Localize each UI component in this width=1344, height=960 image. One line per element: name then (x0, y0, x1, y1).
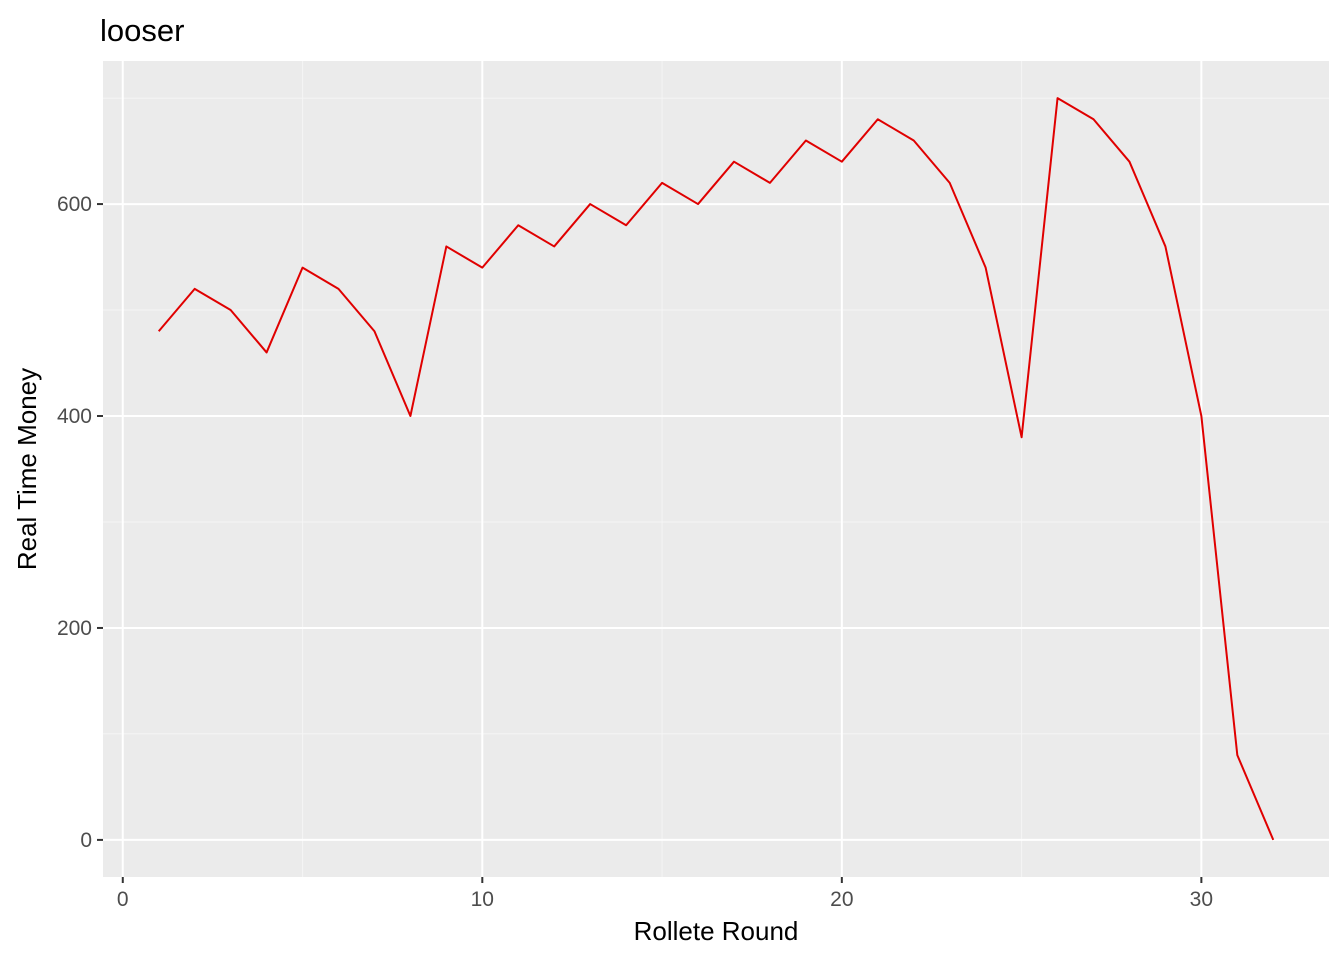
y-tick-label: 400 (57, 405, 92, 428)
x-axis-title: Rollete Round (634, 916, 799, 946)
chart-title: looser (100, 13, 184, 48)
x-tick-label: 10 (471, 888, 494, 911)
x-tick-label: 30 (1190, 888, 1213, 911)
x-tick-label: 0 (117, 888, 129, 911)
y-axis-title: Real Time Money (12, 368, 42, 570)
y-axis: 0 200 400 600 (57, 193, 103, 852)
series-line (157, 97, 1275, 841)
minor-grid (103, 61, 1329, 877)
series-layer (157, 97, 1275, 841)
y-tick-label: 600 (57, 193, 92, 216)
plot-panel (103, 61, 1329, 877)
y-tick-label: 0 (80, 829, 92, 852)
y-tick-label: 200 (57, 617, 92, 640)
x-axis: 0 10 20 30 (117, 877, 1213, 911)
x-tick-label: 20 (830, 888, 853, 911)
major-grid (103, 61, 1329, 877)
